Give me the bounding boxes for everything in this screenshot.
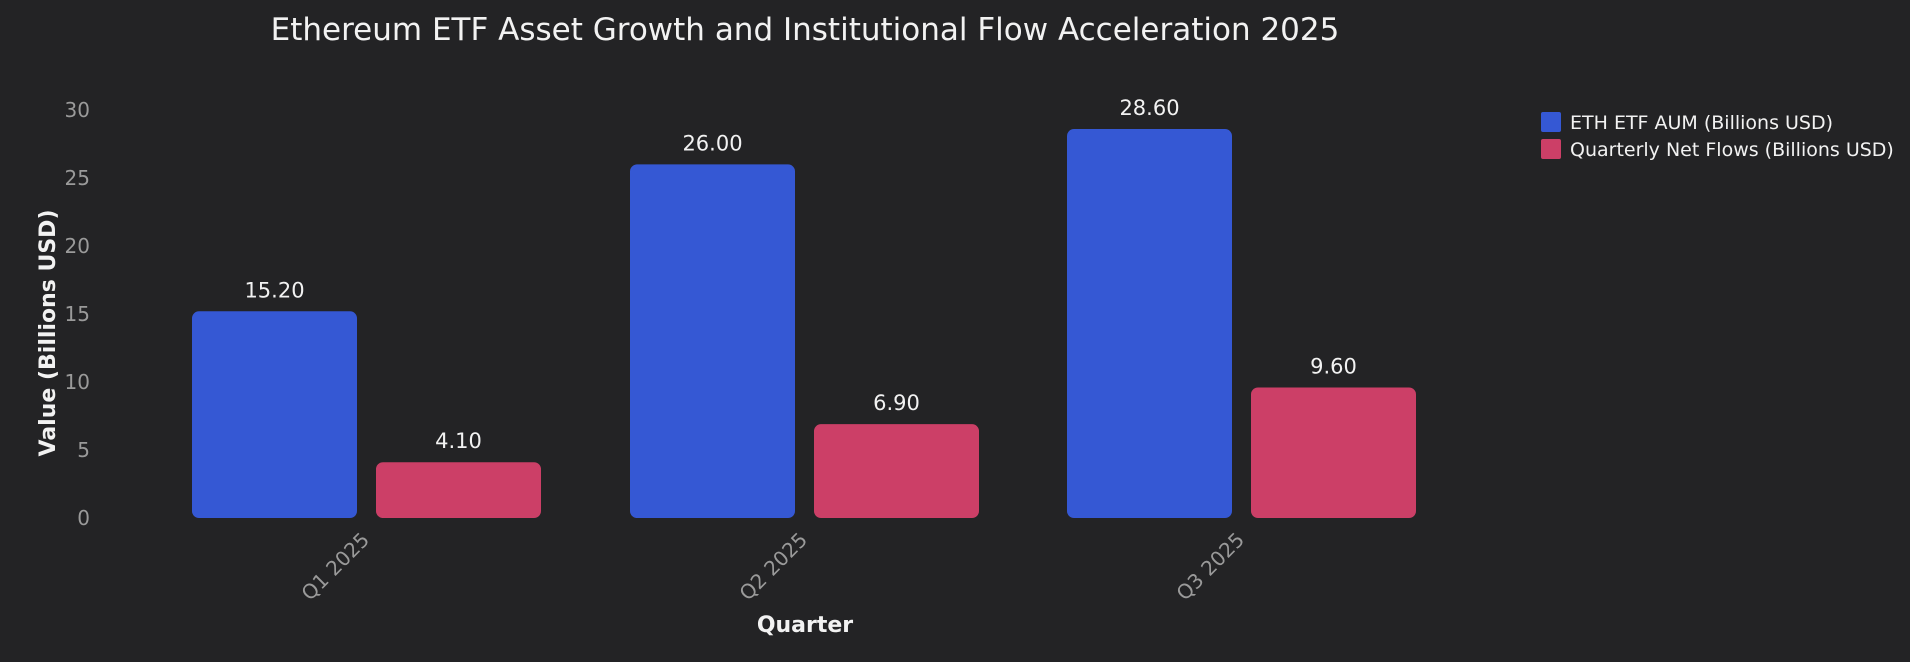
data-label: 26.00 <box>682 131 742 155</box>
y-axis: 0 5 10 15 20 25 30 <box>65 98 90 530</box>
legend-swatch <box>1541 139 1561 159</box>
data-label: 15.20 <box>244 278 304 302</box>
data-label: 4.10 <box>435 429 482 453</box>
x-axis-title: Quarter <box>757 613 853 638</box>
bar <box>814 424 979 518</box>
bar <box>1067 129 1232 519</box>
y-axis-title: Value (Billions USD) <box>36 210 61 457</box>
y-tick-label: 15 <box>65 302 90 326</box>
plot-area: 15.20 26.00 28.60 4.10 6.90 9.60 <box>192 96 1416 519</box>
legend-swatch <box>1541 112 1561 132</box>
x-tick-label: Q3 2025 <box>1171 528 1249 606</box>
y-tick-label: 10 <box>65 370 90 394</box>
data-label: 28.60 <box>1119 96 1179 120</box>
bar <box>376 462 541 518</box>
bar <box>1251 387 1416 518</box>
x-tick-label: Q1 2025 <box>296 528 374 606</box>
y-tick-label: 20 <box>65 234 90 258</box>
y-tick-label: 0 <box>77 506 90 530</box>
x-tick-label: Q2 2025 <box>734 528 812 606</box>
series-aum: 15.20 26.00 28.60 <box>192 96 1232 519</box>
legend-label: ETH ETF AUM (Billions USD) <box>1570 112 1833 134</box>
chart-title: Ethereum ETF Asset Growth and Institutio… <box>271 12 1340 48</box>
y-tick-label: 30 <box>65 98 90 122</box>
legend-label: Quarterly Net Flows (Billions USD) <box>1570 139 1894 161</box>
data-label: 9.60 <box>1310 354 1357 378</box>
data-label: 6.90 <box>873 391 920 415</box>
x-axis: Q1 2025 Q2 2025 Q3 2025 <box>296 528 1249 606</box>
series-net-flows: 4.10 6.90 9.60 <box>376 354 1416 518</box>
y-tick-label: 5 <box>77 438 90 462</box>
bar <box>630 164 795 518</box>
bar <box>192 311 357 518</box>
legend: ETH ETF AUM (Billions USD) Quarterly Net … <box>1541 112 1894 161</box>
y-tick-label: 25 <box>65 166 90 190</box>
